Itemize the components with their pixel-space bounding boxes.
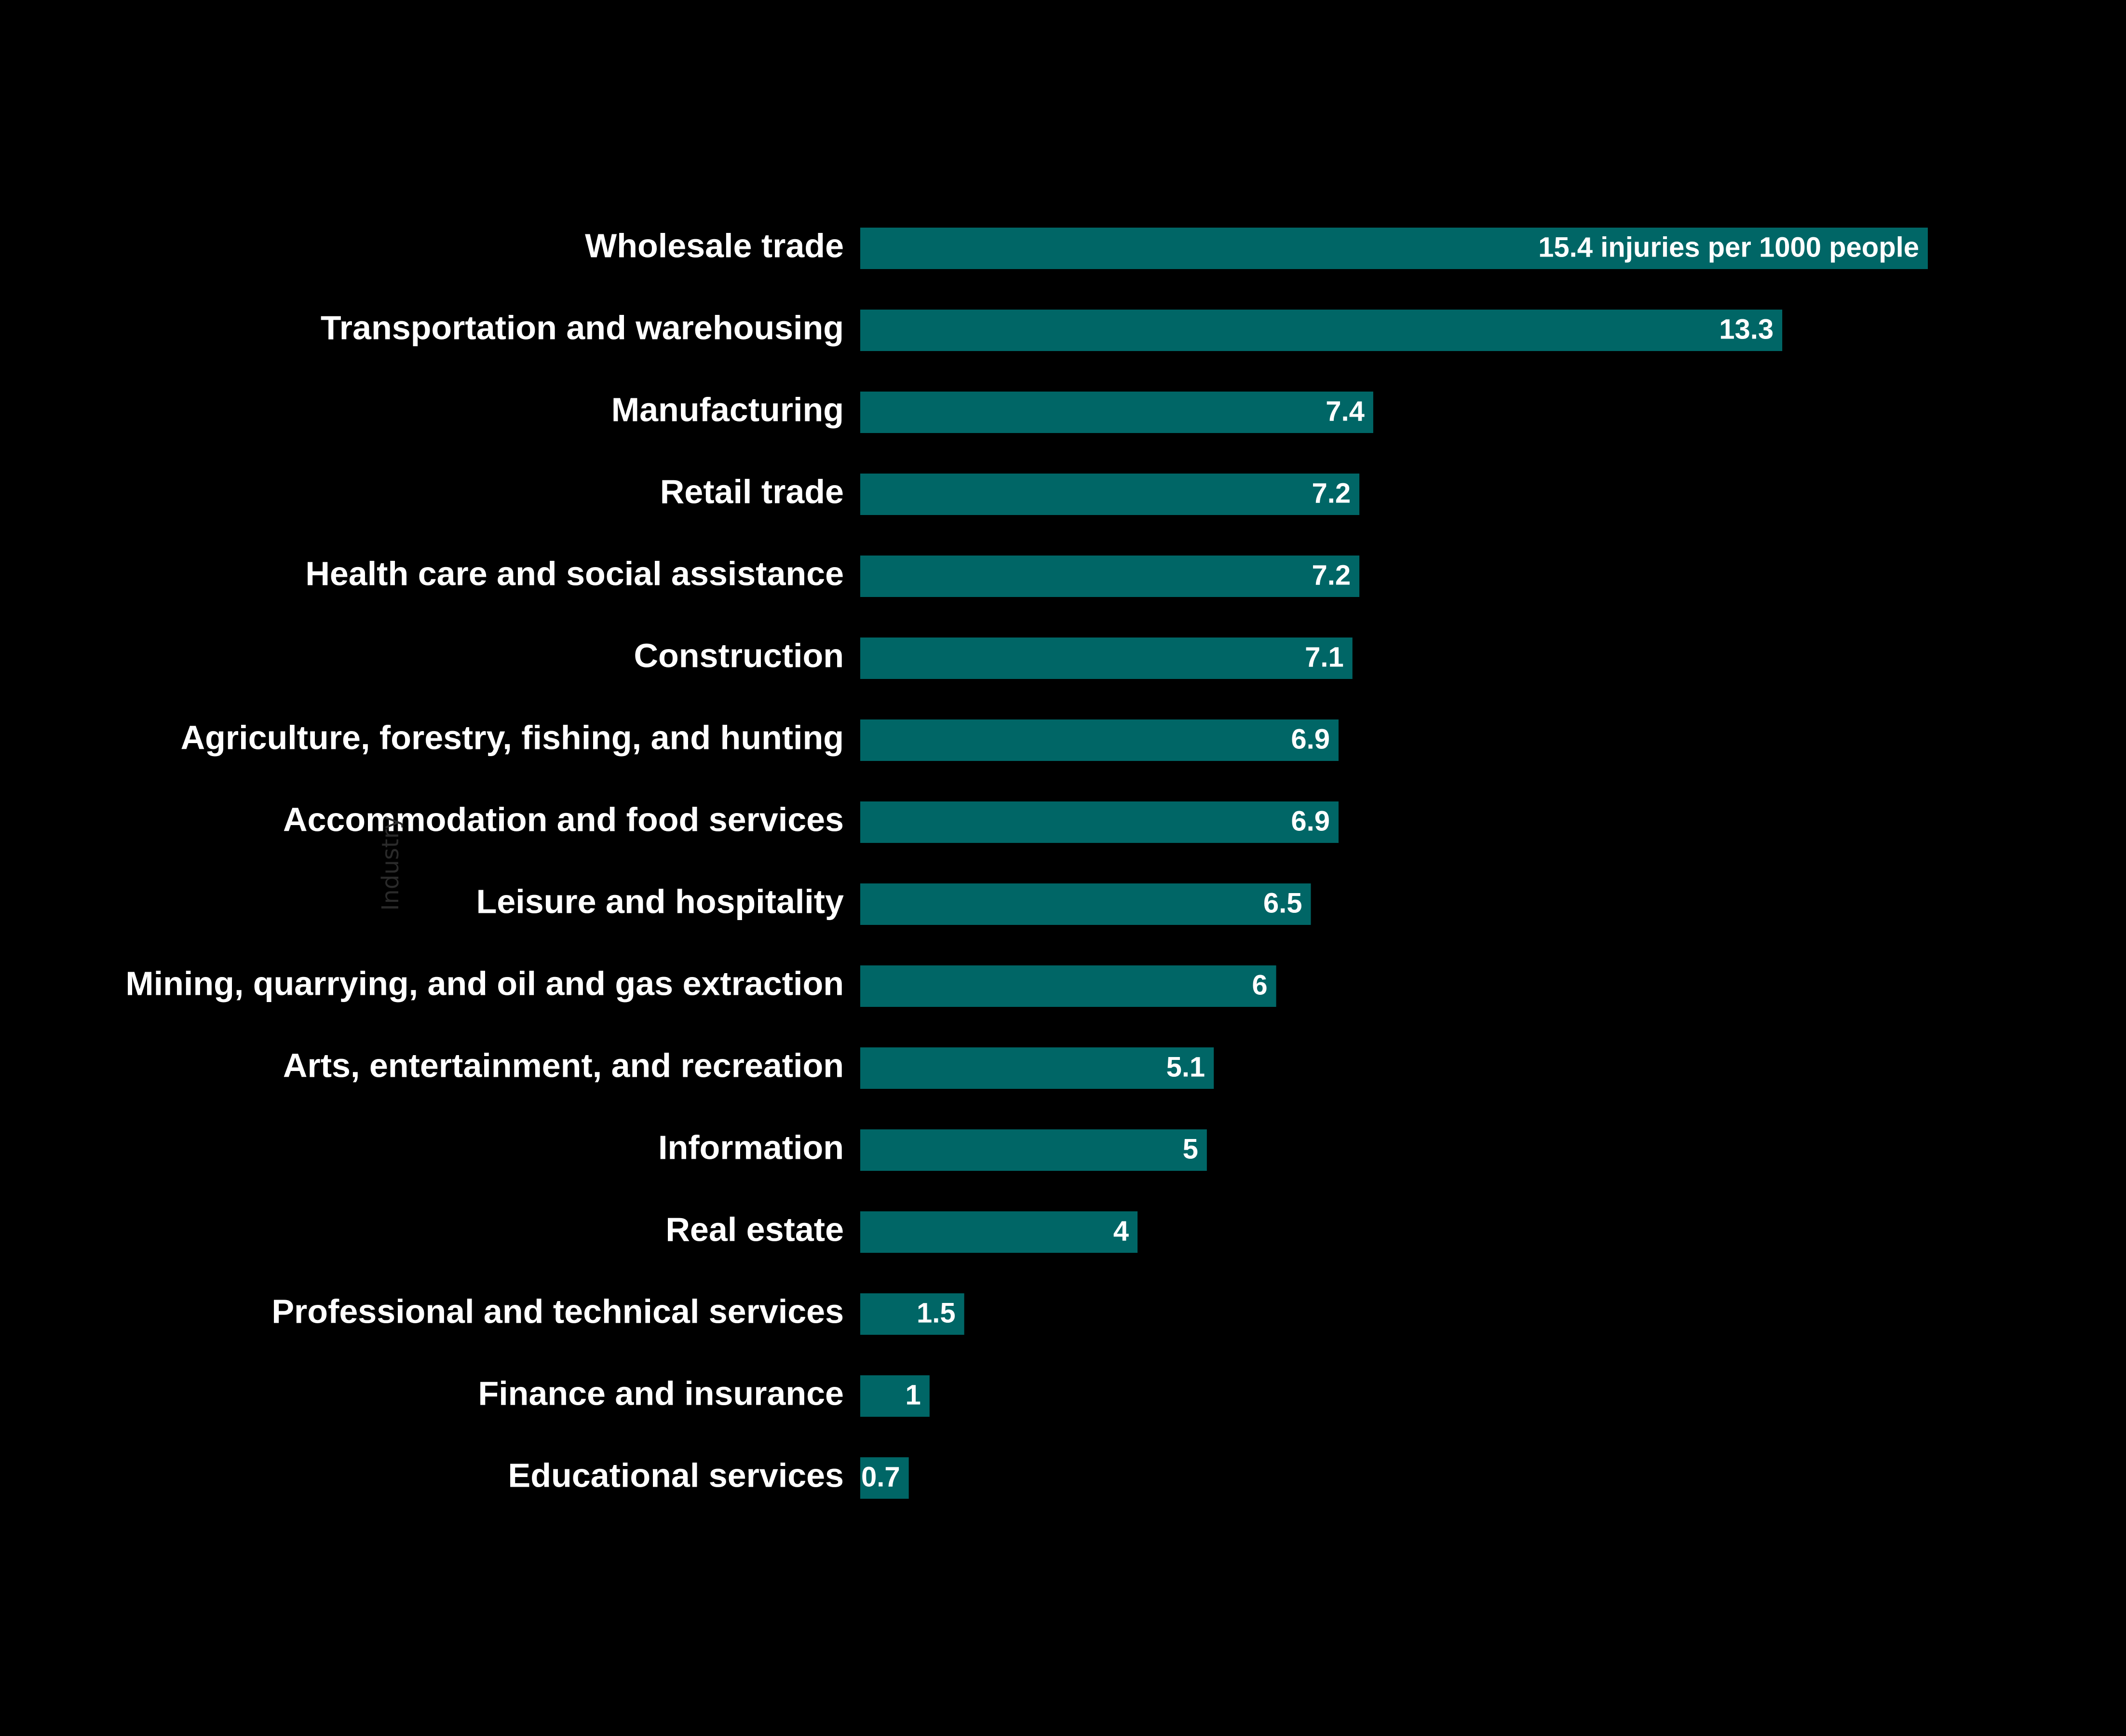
bar <box>860 474 1360 515</box>
category-label: Retail trade <box>660 473 844 510</box>
bar <box>860 392 1373 433</box>
bar <box>860 801 1339 843</box>
category-label: Professional and technical services <box>271 1292 844 1330</box>
category-label: Wholesale trade <box>585 227 844 264</box>
bar <box>860 965 1276 1007</box>
value-label: 0.7 <box>861 1461 900 1492</box>
bar <box>860 1129 1207 1171</box>
category-label: Real estate <box>665 1210 844 1248</box>
bar <box>860 556 1360 597</box>
y-axis-title: Industry <box>377 815 404 910</box>
category-label: Leisure and hospitality <box>476 882 844 920</box>
category-label: Manufacturing <box>611 391 844 428</box>
bar <box>860 228 1928 269</box>
value-label: 7.1 <box>1305 641 1344 673</box>
value-label: 5.1 <box>1166 1051 1205 1083</box>
category-label: Educational services <box>508 1456 844 1494</box>
bar <box>860 1293 964 1335</box>
bar <box>860 719 1339 761</box>
value-label: 1 <box>906 1379 921 1410</box>
category-labels-layer: Wholesale trade Transportation and wareho… <box>125 227 844 1494</box>
bar <box>860 310 1783 351</box>
bar <box>860 1047 1214 1089</box>
value-label: 1.5 <box>917 1297 956 1329</box>
bar <box>860 637 1353 679</box>
category-label: Construction <box>634 637 844 674</box>
value-label: 7.2 <box>1312 559 1351 591</box>
category-label: Arts, entertainment, and recreation <box>283 1046 844 1084</box>
category-label: Transportation and warehousing <box>321 309 844 346</box>
category-label: Health care and social assistance <box>305 555 844 592</box>
value-label: 4 <box>1113 1215 1129 1247</box>
value-labels-layer: 15.4 injuries per 1000 people 13.3 7.4 7.2 7… <box>861 231 1919 1492</box>
category-label: Mining, quarrying, and oil and gas extra… <box>125 964 844 1002</box>
bars-layer <box>860 228 1928 1499</box>
value-label: 7.2 <box>1312 477 1351 509</box>
bar <box>860 1211 1138 1253</box>
value-label: 5 <box>1183 1133 1198 1165</box>
category-label: Accommodation and food services <box>283 800 844 838</box>
value-label: 6.5 <box>1263 887 1302 919</box>
value-label: 15.4 injuries per 1000 people <box>1538 231 1919 263</box>
category-label: Information <box>658 1128 844 1166</box>
bar <box>860 1457 909 1499</box>
bar <box>860 883 1311 925</box>
bar <box>860 1375 930 1417</box>
value-label: 13.3 <box>1719 313 1774 345</box>
category-label: Finance and insurance <box>478 1374 844 1412</box>
category-label: Agriculture, forestry, fishing, and hunt… <box>181 719 844 756</box>
value-label: 6.9 <box>1291 805 1330 837</box>
value-label: 6 <box>1252 969 1267 1001</box>
value-label: 7.4 <box>1326 395 1365 427</box>
value-label: 6.9 <box>1291 723 1330 755</box>
